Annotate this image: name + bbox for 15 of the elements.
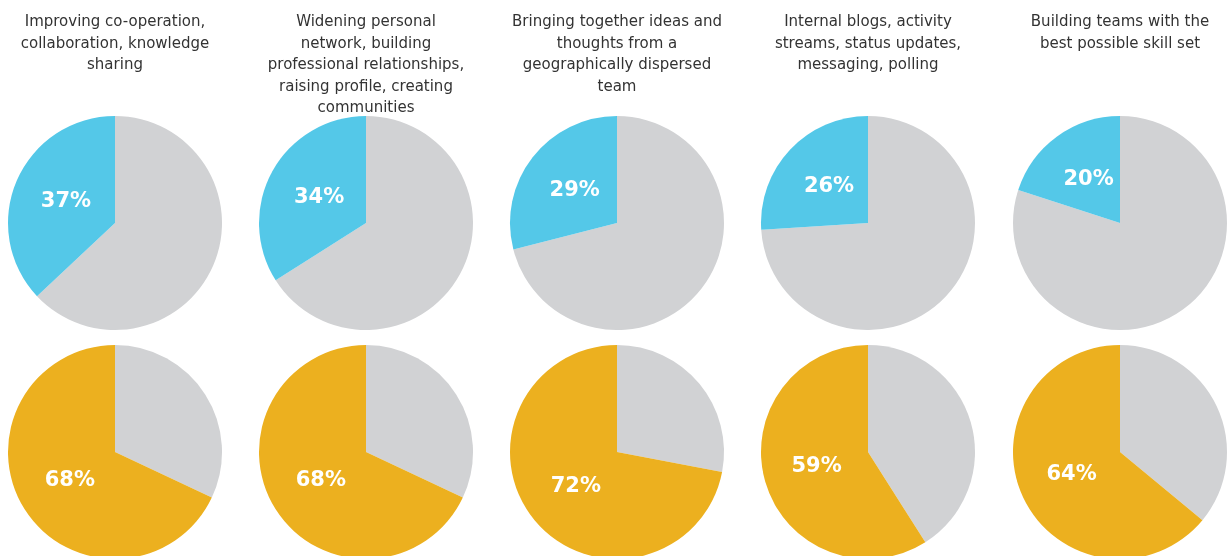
chart-title: Improving co-operation, collaboration, knowledge sharing <box>19 11 211 75</box>
data-label: 20% <box>1063 166 1114 191</box>
data-label: 29% <box>549 176 600 201</box>
data-label: 72% <box>550 472 601 497</box>
data-label: 64% <box>1046 461 1097 486</box>
data-label: 37% <box>40 188 92 213</box>
data-label: 59% <box>791 453 842 478</box>
data-label: 34% <box>293 183 345 208</box>
chart-title: Internal blogs, activity streams, status updates, messaging, polling <box>773 11 963 75</box>
data-label: 26% <box>803 172 855 197</box>
chart-title: Bringing together ideas and thoughts from a geographically dispersed team <box>512 11 722 97</box>
chart-title: Widening personal network, building professional relationships, raising profile, creating communities <box>266 11 466 118</box>
chart-title: Building teams with the best possible skill set <box>1029 11 1211 54</box>
data-label: 68% <box>44 467 95 492</box>
data-label: 68% <box>295 467 346 492</box>
